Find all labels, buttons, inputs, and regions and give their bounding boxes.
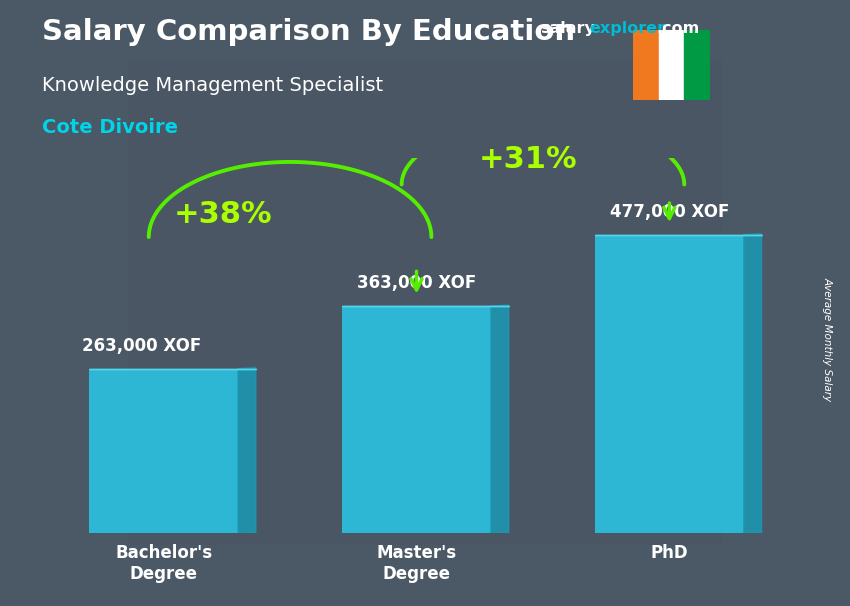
Text: 363,000 XOF: 363,000 XOF bbox=[357, 274, 476, 292]
Text: 263,000 XOF: 263,000 XOF bbox=[82, 337, 201, 355]
Polygon shape bbox=[744, 234, 762, 533]
Bar bbox=[342, 306, 490, 533]
Polygon shape bbox=[490, 305, 508, 533]
Text: Cote Divoire: Cote Divoire bbox=[42, 118, 178, 137]
Text: salary: salary bbox=[540, 21, 595, 36]
Text: .com: .com bbox=[656, 21, 700, 36]
Bar bbox=[633, 30, 659, 100]
Bar bbox=[128, 61, 722, 545]
Text: 477,000 XOF: 477,000 XOF bbox=[609, 203, 729, 221]
Bar bbox=[659, 30, 684, 100]
Bar bbox=[89, 368, 238, 533]
Text: +38%: +38% bbox=[173, 200, 273, 229]
Bar bbox=[595, 235, 744, 533]
Text: Average Monthly Salary: Average Monthly Salary bbox=[822, 278, 832, 401]
Text: explorer: explorer bbox=[589, 21, 666, 36]
Text: +31%: +31% bbox=[479, 145, 577, 174]
Text: Salary Comparison By Education: Salary Comparison By Education bbox=[42, 18, 575, 46]
Polygon shape bbox=[238, 368, 256, 533]
Text: Knowledge Management Specialist: Knowledge Management Specialist bbox=[42, 76, 383, 95]
Bar bbox=[684, 30, 710, 100]
